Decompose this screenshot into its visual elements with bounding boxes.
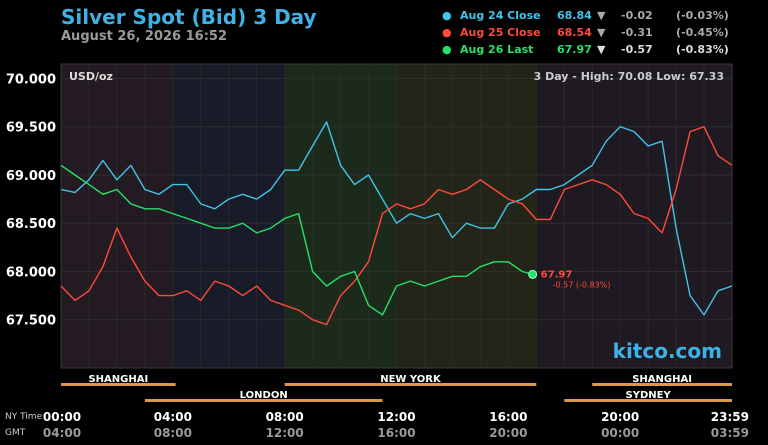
legend-change-aug24: -0.02 — [621, 9, 653, 22]
legend-arrow-aug24: ▼ — [597, 9, 606, 22]
session-bar — [284, 383, 537, 386]
legend-change-aug25: -0.31 — [621, 26, 653, 39]
kitco-watermark: kitco.com — [613, 339, 722, 363]
legend-change-aug26: -0.57 — [621, 43, 653, 56]
legend-value-aug26: 67.97 — [557, 43, 592, 56]
legend-arrow-aug26: ▼ — [597, 43, 606, 56]
last-change-label: -0.57 (-0.83%) — [553, 280, 611, 289]
series-line-aug26 — [60, 164, 533, 316]
unit-label: USD/oz — [69, 70, 113, 83]
legend-label-aug26: Aug 26 Last — [460, 43, 534, 56]
y-tick-label: 68.000 — [6, 265, 56, 280]
legend-percent-aug24: (-0.03%) — [676, 9, 729, 22]
session-band — [396, 64, 537, 368]
session-bar — [592, 383, 732, 386]
x-tick-label-gmt: 16:00 — [377, 426, 415, 440]
last-value-marker — [528, 269, 538, 279]
series-line-aug25 — [60, 125, 733, 326]
legend-dot-aug24: ● — [442, 9, 452, 22]
session-bar — [564, 399, 732, 402]
series-line-aug24 — [60, 121, 733, 316]
legend-label-aug24: Aug 24 Close — [460, 9, 541, 22]
session-bar — [61, 383, 176, 386]
legend-percent-aug26: (-0.83%) — [676, 43, 729, 56]
y-tick-label: 68.500 — [6, 217, 56, 232]
x-tick-label-ny: 20:00 — [601, 410, 639, 424]
chart-datetime: August 26, 2026 16:52 — [61, 29, 227, 44]
x-tick-label-gmt: 03:59 — [711, 426, 749, 440]
session-label: LONDON — [240, 390, 288, 401]
x-tick-label-ny: 08:00 — [266, 410, 304, 424]
y-tick-label: 70.000 — [6, 72, 56, 87]
gmt-label: GMT — [5, 428, 26, 438]
y-tick-label: 67.500 — [6, 314, 56, 329]
chart-title: Silver Spot (Bid) 3 Day — [61, 5, 317, 29]
session-band — [536, 64, 732, 368]
x-tick-label-ny: 16:00 — [489, 410, 527, 424]
legend-arrow-aug25: ▼ — [597, 26, 606, 39]
x-tick-label-gmt: 12:00 — [266, 426, 304, 440]
legend-value-aug24: 68.84 — [557, 9, 592, 22]
range-label: 3 Day - High: 70.08 Low: 67.33 — [534, 70, 724, 83]
session-bar — [144, 399, 383, 402]
x-tick-label-gmt: 08:00 — [154, 426, 192, 440]
legend-value-aug25: 68.54 — [557, 26, 592, 39]
legend-dot-aug25: ● — [442, 26, 452, 39]
x-tick-label-ny: 12:00 — [377, 410, 415, 424]
legend-row-aug24: ● Aug 24 Close 68.84 ▼ -0.02 (-0.03%) — [442, 9, 742, 26]
y-tick-label: 69.500 — [6, 121, 56, 136]
x-tick-label-ny: 00:00 — [43, 410, 81, 424]
x-tick-label-ny: 23:59 — [711, 410, 749, 424]
legend-dot-aug26: ● — [442, 43, 452, 56]
legend: ● Aug 24 Close 68.84 ▼ -0.02 (-0.03%) ● … — [442, 9, 742, 60]
session-label: SHANGHAI — [632, 374, 692, 385]
x-tick-label-gmt: 00:00 — [601, 426, 639, 440]
ny-time-label: NY Time — [5, 412, 43, 422]
y-tick-label: 69.000 — [6, 169, 56, 184]
x-tick-label-ny: 04:00 — [154, 410, 192, 424]
legend-percent-aug25: (-0.45%) — [676, 26, 729, 39]
session-label: SHANGHAI — [88, 374, 148, 385]
session-label: NEW YORK — [380, 374, 442, 385]
legend-label-aug25: Aug 25 Close — [460, 26, 541, 39]
x-tick-label-gmt: 04:00 — [43, 426, 81, 440]
session-label: SYDNEY — [626, 390, 672, 401]
last-value-label: 67.97 — [541, 269, 573, 280]
legend-row-aug25: ● Aug 25 Close 68.54 ▼ -0.31 (-0.45%) — [442, 26, 742, 43]
legend-row-aug26: ● Aug 26 Last 67.97 ▼ -0.57 (-0.83%) — [442, 43, 742, 60]
x-tick-label-gmt: 20:00 — [489, 426, 527, 440]
